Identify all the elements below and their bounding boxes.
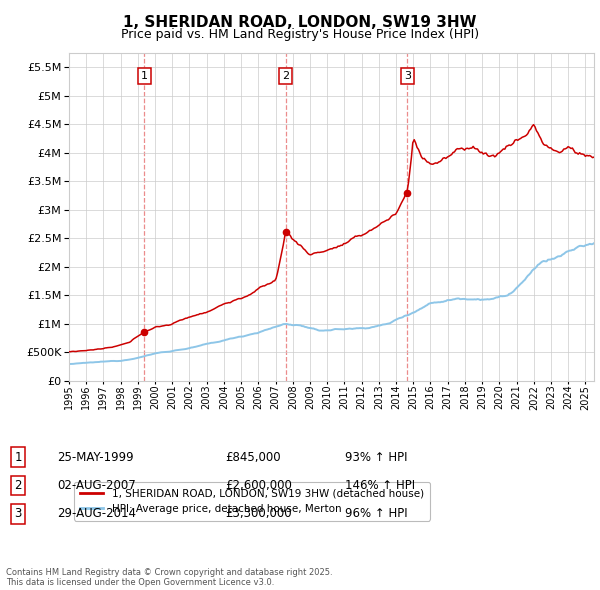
Legend: 1, SHERIDAN ROAD, LONDON, SW19 3HW (detached house), HPI: Average price, detache: 1, SHERIDAN ROAD, LONDON, SW19 3HW (deta… xyxy=(74,483,430,520)
Text: 2: 2 xyxy=(282,71,289,81)
Text: 93% ↑ HPI: 93% ↑ HPI xyxy=(345,451,407,464)
Text: £845,000: £845,000 xyxy=(225,451,281,464)
Text: 2: 2 xyxy=(14,479,22,492)
Text: 29-AUG-2014: 29-AUG-2014 xyxy=(57,507,136,520)
Text: 3: 3 xyxy=(404,71,411,81)
Text: £2,600,000: £2,600,000 xyxy=(225,479,292,492)
Text: 25-MAY-1999: 25-MAY-1999 xyxy=(57,451,134,464)
Text: Price paid vs. HM Land Registry's House Price Index (HPI): Price paid vs. HM Land Registry's House … xyxy=(121,28,479,41)
Text: Contains HM Land Registry data © Crown copyright and database right 2025.
This d: Contains HM Land Registry data © Crown c… xyxy=(6,568,332,587)
Text: 02-AUG-2007: 02-AUG-2007 xyxy=(57,479,136,492)
Text: £3,300,000: £3,300,000 xyxy=(225,507,292,520)
Text: 1, SHERIDAN ROAD, LONDON, SW19 3HW: 1, SHERIDAN ROAD, LONDON, SW19 3HW xyxy=(123,15,477,30)
Text: 1: 1 xyxy=(14,451,22,464)
Text: 96% ↑ HPI: 96% ↑ HPI xyxy=(345,507,407,520)
Text: 1: 1 xyxy=(141,71,148,81)
Text: 146% ↑ HPI: 146% ↑ HPI xyxy=(345,479,415,492)
Text: 3: 3 xyxy=(14,507,22,520)
